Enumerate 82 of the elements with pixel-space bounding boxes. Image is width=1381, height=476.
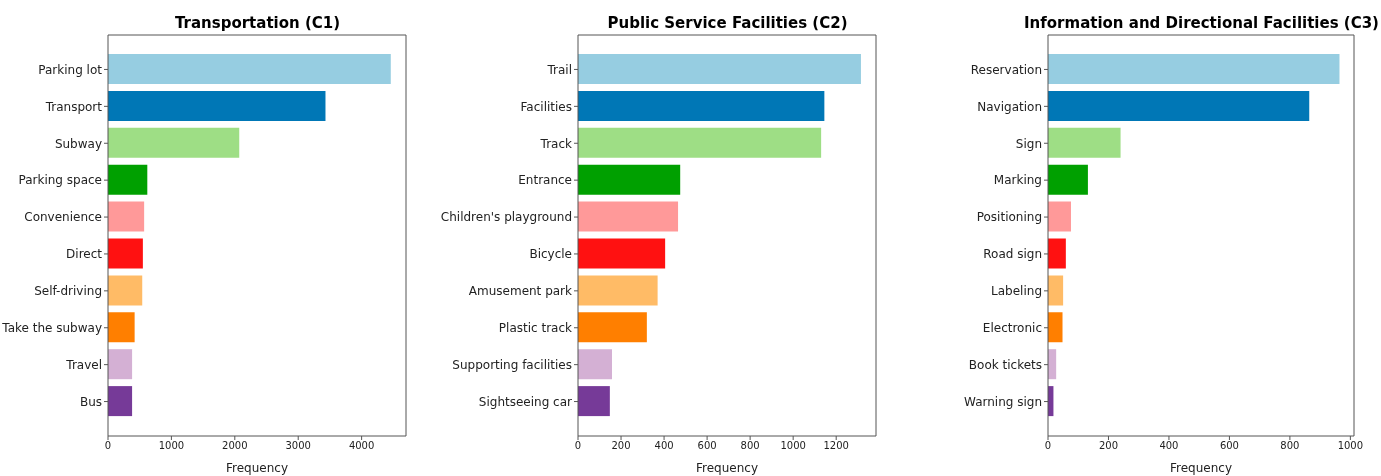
y-tick-label: Warning sign [964,394,1042,409]
bar [578,238,666,269]
bar [578,201,679,232]
chart-title: Information and Directional Facilities (C3) [1023,14,1380,32]
y-tick-label: Travel [65,357,102,372]
y-tick-label: Book tickets [968,357,1042,372]
y-tick-label: Bus [79,394,102,409]
bar [1048,54,1340,84]
bar [108,238,143,269]
y-tick-label: Children's playground [440,210,572,225]
x-tick-label: 800 [1280,440,1300,452]
chart-title: Transportation (C1) [173,14,342,32]
bar [578,349,612,380]
bar [1048,275,1064,306]
x-tick-label: 2000 [222,440,248,452]
bar [1048,201,1071,232]
y-tick-label: Road sign [983,247,1042,262]
y-tick-label: Supporting facilities [452,357,572,372]
x-tick-label: 200 [1098,440,1119,452]
x-tick-label: 200 [611,440,631,452]
y-tick-label: Convenience [24,210,102,225]
x-tick-label: 1000 [1337,440,1364,452]
bar [1048,312,1063,343]
bar [108,312,135,343]
y-tick-label: Transport [44,99,103,114]
bar [1048,127,1121,158]
chart-title: Public Service Facilities (C2) [606,14,849,32]
bar [108,275,143,306]
bar [108,164,148,195]
y-tick-label: Electronic [982,321,1042,336]
bar [578,127,822,158]
y-tick-label: Bicycle [529,247,572,262]
bar [578,164,681,195]
y-tick-label: Amusement park [468,284,573,299]
x-axis-title: Frequency [696,461,758,475]
x-tick-label: 600 [697,440,717,452]
bar [108,90,326,121]
y-tick-label: Labeling [991,284,1042,299]
bar [578,90,825,121]
y-tick-label: Parking space [18,173,102,188]
bar [1048,238,1066,269]
y-tick-label: Take the subway [1,321,102,336]
y-tick-label: Facilities [520,99,572,114]
x-tick-label: 800 [740,440,760,452]
bar [578,275,658,306]
y-tick-label: Entrance [518,173,572,188]
x-axis-title: Frequency [1170,461,1232,475]
bar [578,312,647,343]
x-tick-label: 400 [1159,440,1179,452]
bar [578,54,861,84]
x-tick-label: 1000 [780,440,806,452]
bar [1048,90,1310,121]
y-tick-label: Parking lot [38,62,103,77]
y-tick-label: Marking [993,173,1042,188]
bar [578,386,610,417]
x-axis-title: Frequency [226,461,288,475]
y-tick-label: Trail [546,62,572,77]
y-tick-label: Subway [54,136,102,151]
bar [108,54,391,84]
x-tick-label: 0 [1044,440,1052,452]
y-tick-label: Track [539,136,573,151]
y-tick-label: Sightseeing car [478,394,573,409]
x-tick-label: 0 [104,440,112,452]
x-tick-label: 1000 [158,440,185,452]
y-tick-label: Reservation [970,62,1042,77]
x-tick-label: 400 [654,440,674,452]
y-tick-label: Navigation [977,99,1042,114]
bar [108,201,145,232]
x-tick-label: 4000 [348,440,375,452]
x-tick-label: 3000 [285,440,311,452]
y-tick-label: Direct [66,247,103,262]
bar [1048,164,1088,195]
y-tick-label: Plastic track [498,321,573,336]
bar [108,127,240,158]
y-tick-label: Self-driving [34,284,102,299]
x-tick-label: 0 [574,440,582,452]
x-tick-label: 600 [1219,440,1239,452]
bar [108,349,133,380]
x-tick-label: 1200 [823,440,849,452]
y-tick-label: Sign [1015,136,1042,151]
y-tick-label: Positioning [976,210,1042,225]
bar [108,386,133,417]
